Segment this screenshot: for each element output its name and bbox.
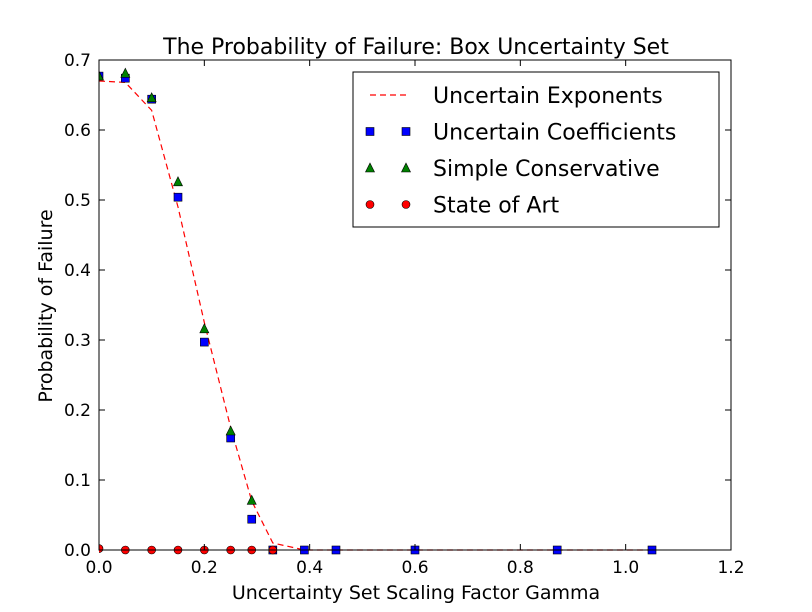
x-tick-label: 0.2 <box>191 558 218 578</box>
data-point-2-3 <box>173 176 183 187</box>
legend: Uncertain Exponents Uncertain Coefficient… <box>352 71 720 228</box>
y-tick-label: 0.5 <box>64 191 91 211</box>
data-point-3-0 <box>99 544 104 553</box>
data-point-1-4 <box>200 337 209 347</box>
chart-title: The Probability of Failure: Box Uncertai… <box>162 35 669 60</box>
legend-swatch-2-a <box>365 162 375 173</box>
legend-label-1: Uncertain Coefficients <box>433 121 676 146</box>
x-tick-label: 1.0 <box>612 558 639 578</box>
y-tick-label: 0.4 <box>64 261 91 281</box>
x-tick-label: 0.6 <box>401 558 428 578</box>
legend-box <box>352 71 720 228</box>
data-point-2-4 <box>199 323 210 334</box>
y-tick-label: 0.0 <box>64 541 91 561</box>
y-axis-label: Probability of Failure <box>35 209 57 402</box>
data-point-2-2 <box>146 92 157 103</box>
data-point-2-1 <box>120 67 131 78</box>
data-point-1-6 <box>247 514 257 524</box>
legend-swatch-1-b <box>401 127 411 136</box>
y-tick-label: 0.3 <box>64 331 91 351</box>
data-point-2-5 <box>225 425 236 436</box>
legend-swatch-2-b <box>401 162 411 173</box>
legend-swatch-1-a <box>365 127 375 136</box>
y-tick-label: 0.1 <box>64 471 91 491</box>
x-axis-label: Uncertainty Set Scaling Factor Gamma <box>232 582 600 604</box>
x-tick-label: 0.0 <box>85 558 112 578</box>
y-tick-label: 0.6 <box>64 121 91 141</box>
legend-label-0: Uncertain Exponents <box>433 84 663 109</box>
legend-label-2: Simple Conservative <box>433 157 660 182</box>
data-point-2-6 <box>246 494 257 505</box>
y-tick-label: 0.7 <box>64 51 91 71</box>
data-point-2-0 <box>99 70 104 81</box>
legend-swatch-3-b <box>401 200 411 209</box>
ticks-layer: 0.0 0.2 0.4 0.6 0.8 1.0 1.2 0.0 0.1 0.2 0.3 0.4 0.5 0… <box>64 51 745 578</box>
legend-swatch-3-a <box>365 200 375 209</box>
x-tick-label: 1.2 <box>717 558 744 578</box>
legend-label-3: State of Art <box>433 194 560 219</box>
x-tick-label: 0.4 <box>296 558 323 578</box>
x-tick-label: 0.8 <box>507 558 534 578</box>
series-line-0 <box>99 80 652 551</box>
y-tick-label: 0.2 <box>64 401 91 421</box>
data-point-1-3 <box>173 192 183 202</box>
